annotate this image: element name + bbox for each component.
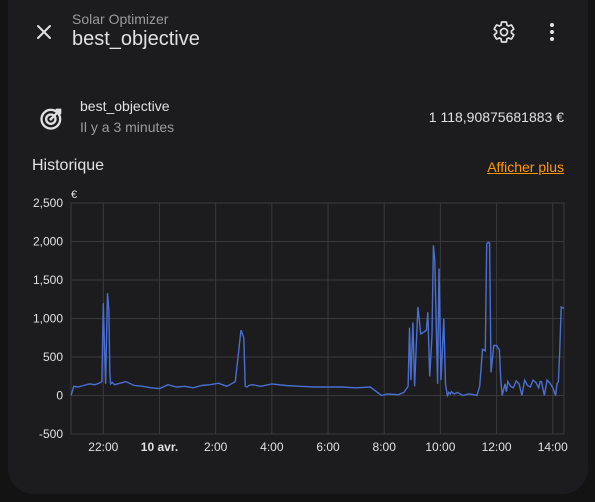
show-more-link[interactable]: Afficher plus — [487, 159, 564, 175]
x-axis: 22:00 10 avr. 2:00 4:00 6:00 8:00 10:00 12:00 14… — [88, 440, 568, 454]
y-tick-label: 2,500 — [33, 196, 63, 210]
y-tick-label: 2,000 — [33, 235, 63, 249]
y-axis-unit: € — [71, 189, 77, 201]
entity-last-changed: Il y a 3 minutes — [80, 119, 175, 135]
x-tick-label: 6:00 — [316, 440, 340, 454]
x-tick-label: 2:00 — [204, 440, 228, 454]
overflow-menu-button[interactable] — [532, 12, 572, 52]
more-info-dialog: Solar Optimizer best_objective best_obje… — [8, 0, 588, 494]
entity-name: best_objective — [80, 98, 170, 114]
y-tick-label: 1,500 — [33, 273, 63, 287]
x-tick-label: 12:00 — [482, 440, 512, 454]
more-vertical-icon — [550, 23, 554, 41]
x-tick-label: 22:00 — [88, 440, 118, 454]
y-tick-label: -500 — [39, 427, 63, 441]
gear-icon — [493, 21, 515, 43]
x-tick-label: 10 avr. — [141, 440, 178, 454]
history-title: Historique — [32, 157, 105, 174]
close-button[interactable] — [24, 12, 64, 52]
entity-state-value: 1 118,90875681883 € — [428, 109, 564, 125]
target-arrow-icon — [40, 108, 62, 130]
x-tick-label: 8:00 — [373, 440, 397, 454]
y-tick-label: 500 — [43, 350, 63, 364]
settings-button[interactable] — [484, 12, 524, 52]
header-subtitle: Solar Optimizer — [72, 11, 169, 27]
chart-grid — [70, 202, 565, 435]
y-tick-label: 1,000 — [33, 312, 63, 326]
y-axis: 2,500 2,000 1,500 1,000 500 0 -500 — [33, 196, 63, 441]
dialog-title: best_objective — [72, 28, 200, 50]
x-tick-label: 14:00 — [538, 440, 568, 454]
close-icon — [37, 25, 51, 39]
history-chart: 2,500 2,000 1,500 1,000 500 0 -500 22:00 10 avr… — [33, 189, 568, 454]
y-tick-label: 0 — [56, 389, 63, 403]
x-tick-label: 10:00 — [425, 440, 455, 454]
x-tick-label: 4:00 — [260, 440, 284, 454]
series-line — [70, 241, 565, 398]
